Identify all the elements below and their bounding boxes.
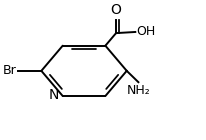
Text: N: N bbox=[49, 88, 60, 102]
Text: NH₂: NH₂ bbox=[126, 84, 150, 97]
Text: O: O bbox=[111, 4, 122, 18]
Text: OH: OH bbox=[136, 25, 156, 38]
Text: Br: Br bbox=[3, 64, 17, 77]
